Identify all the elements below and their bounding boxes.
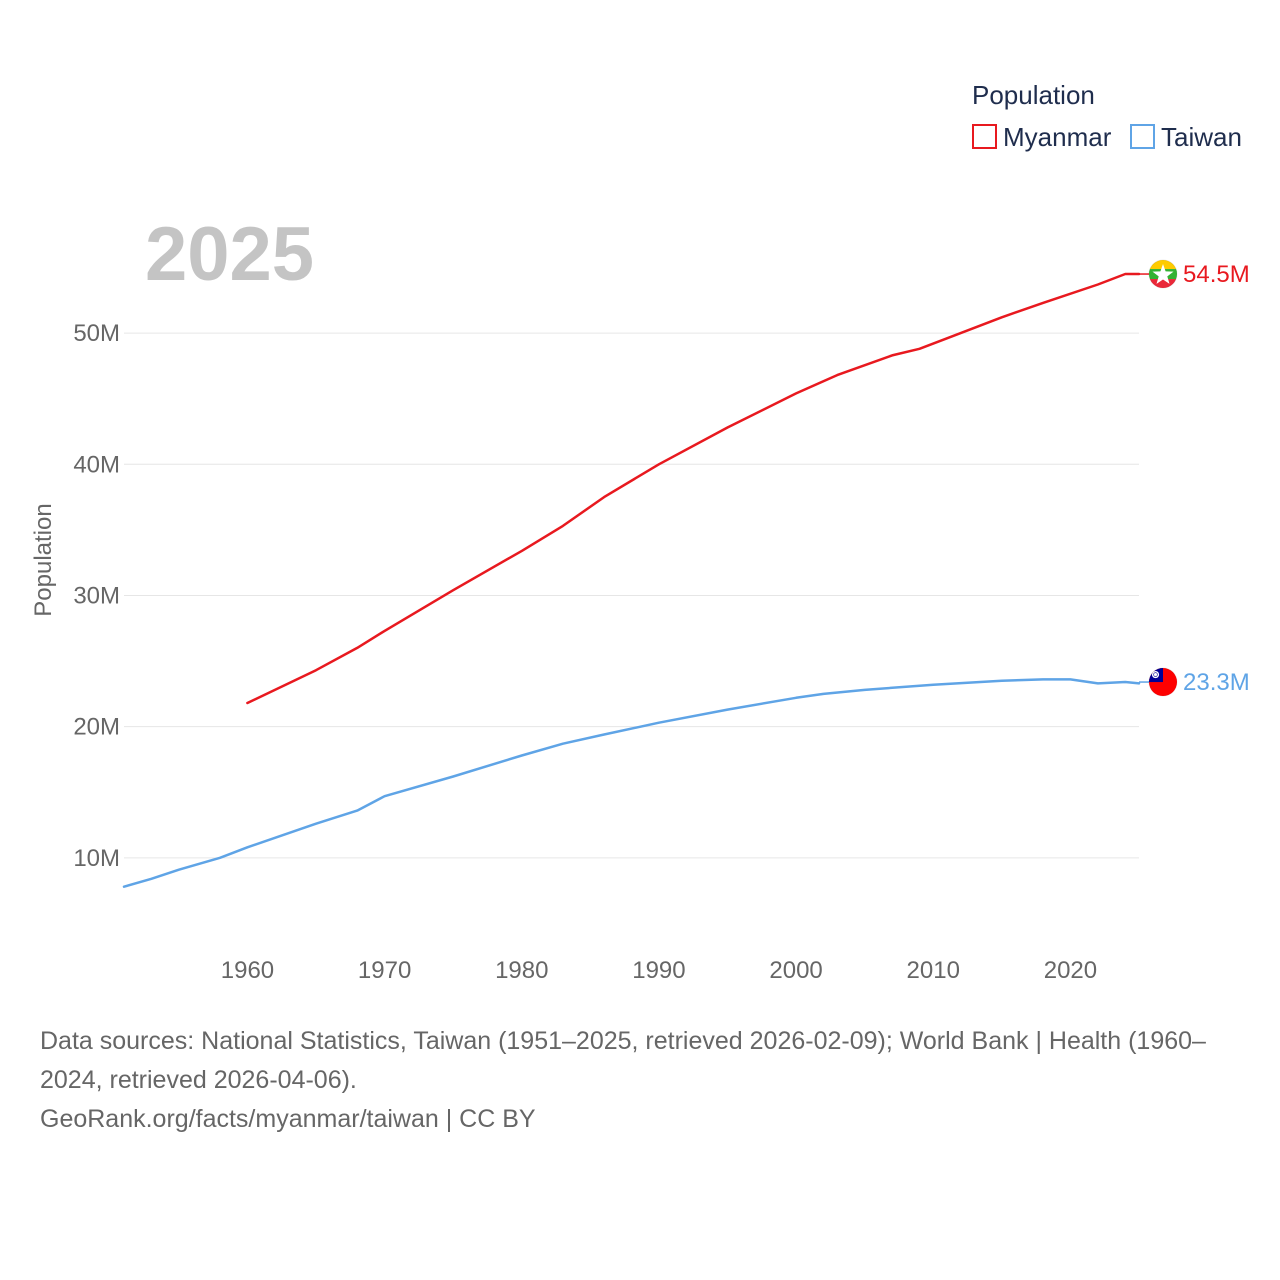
legend-label-myanmar: Myanmar: [1003, 122, 1112, 152]
gridlines: [124, 332, 1139, 859]
series-lines: [122, 272, 1141, 888]
y-tick-label: 30M: [73, 582, 120, 609]
y-axis-title: Population: [30, 503, 57, 616]
x-axis-ticks: 1960 1970 1980 1990 2000 2010 2020: [221, 957, 1097, 984]
y-axis-ticks: 10M 20M 30M 40M 50M: [73, 320, 120, 872]
x-tick-label: 2020: [1044, 957, 1097, 984]
legend: Population Myanmar Taiwan: [972, 80, 1242, 152]
x-tick-label: 1980: [495, 957, 548, 984]
x-tick-label: 1960: [221, 957, 274, 984]
series-line-myanmar[interactable]: [246, 272, 1141, 705]
y-tick-label: 40M: [73, 451, 120, 478]
y-tick-label: 20M: [73, 714, 120, 741]
end-value-label-taiwan: 23.3M: [1183, 669, 1250, 696]
chart-footer: Data sources: National Statistics, Taiwa…: [40, 1022, 1250, 1139]
legend-title: Population: [972, 80, 1095, 110]
end-value-label-myanmar: 54.5M: [1183, 261, 1250, 288]
attribution-link[interactable]: GeoRank.org/facts/myanmar/taiwan | CC BY: [40, 1105, 536, 1133]
legend-swatch-myanmar: [972, 124, 997, 149]
x-tick-label: 1990: [632, 957, 685, 984]
taiwan-flag-icon: [1148, 667, 1178, 697]
line-chart: 10M 20M 30M 40M 50M 1960 1970 1980 1990 2000 2010…: [30, 80, 1250, 984]
x-tick-label: 1970: [358, 957, 411, 984]
y-tick-label: 50M: [73, 320, 120, 347]
legend-item-taiwan[interactable]: Taiwan: [1130, 122, 1242, 152]
legend-swatch-taiwan: [1130, 124, 1155, 149]
myanmar-flag-icon: [1148, 259, 1178, 289]
sources-line-1: Data sources: National Statistics, Taiwa…: [40, 1027, 1206, 1055]
x-tick-label: 2010: [907, 957, 960, 984]
legend-label-taiwan: Taiwan: [1161, 122, 1242, 152]
y-tick-label: 10M: [73, 845, 120, 872]
legend-item-myanmar[interactable]: Myanmar: [972, 122, 1112, 152]
year-watermark: 2025: [145, 212, 314, 297]
x-tick-label: 2000: [769, 957, 822, 984]
end-markers: 54.5M 23.3M: [1139, 259, 1250, 697]
series-line-taiwan[interactable]: [122, 678, 1141, 888]
sources-line-2: 2024, retrieved 2026-04-06).: [40, 1066, 357, 1094]
